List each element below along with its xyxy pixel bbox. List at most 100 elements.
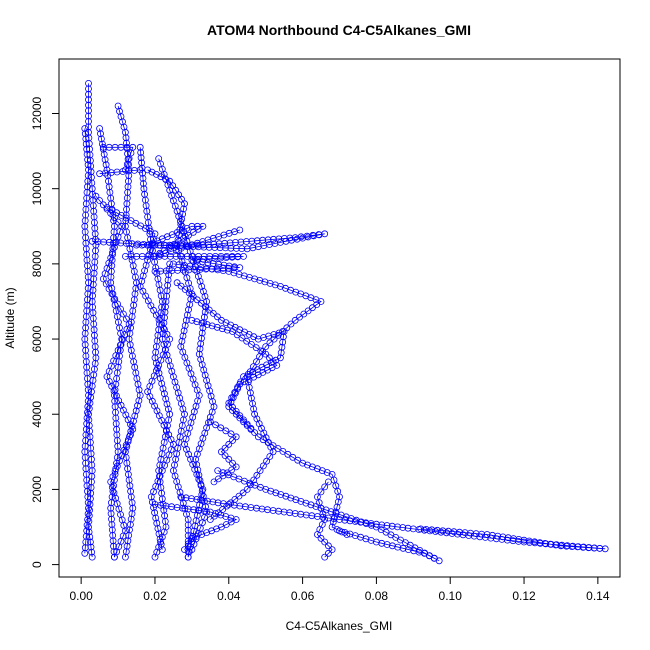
y-tick-label: 0 <box>30 561 44 568</box>
data-point <box>138 277 146 285</box>
data-point <box>208 527 216 535</box>
data-point <box>494 532 502 540</box>
data-point <box>272 489 280 497</box>
data-point <box>205 243 213 251</box>
data-point <box>227 398 235 406</box>
data-point <box>227 430 235 438</box>
data-point <box>148 498 156 506</box>
data-point <box>568 543 576 550</box>
data-point <box>193 222 201 230</box>
data-point <box>198 329 206 337</box>
data-point <box>439 527 447 535</box>
data-point <box>317 504 325 512</box>
data-point <box>275 235 283 243</box>
data-point <box>270 331 278 338</box>
data-point <box>199 492 207 500</box>
data-point <box>383 522 391 529</box>
data-point <box>336 493 343 501</box>
data-point <box>123 542 131 550</box>
series-line <box>95 195 134 558</box>
data-point <box>225 403 233 411</box>
data-point <box>217 448 225 456</box>
data-point <box>198 334 205 342</box>
data-point <box>241 503 249 511</box>
data-point <box>150 504 157 511</box>
data-point <box>81 130 89 138</box>
data-point <box>230 269 238 277</box>
data-point <box>120 310 127 318</box>
data-point <box>323 469 331 476</box>
y-axis-label: Altitude (m) <box>3 287 17 348</box>
data-point <box>302 511 310 519</box>
data-point <box>99 275 107 283</box>
data-point <box>362 519 370 527</box>
data-point <box>155 530 163 538</box>
data-point <box>204 382 212 390</box>
data-point <box>138 159 146 167</box>
data-point <box>235 270 243 278</box>
data-point <box>499 533 507 541</box>
data-point <box>547 540 554 548</box>
data-point <box>173 207 181 215</box>
data-point <box>372 520 380 528</box>
data-point <box>194 243 202 251</box>
data-point <box>250 405 258 413</box>
data-point <box>207 392 215 400</box>
data-point <box>217 511 225 519</box>
data-point <box>313 531 321 538</box>
data-point <box>259 436 267 444</box>
data-point <box>346 530 354 538</box>
data-point <box>201 371 209 379</box>
data-point <box>137 154 145 162</box>
data-point <box>195 507 203 514</box>
data-point <box>252 344 260 352</box>
data-point <box>202 303 210 311</box>
data-point <box>108 526 116 534</box>
data-point <box>284 450 292 458</box>
data-point <box>261 278 269 286</box>
x-tick-label: 0.04 <box>217 589 241 603</box>
series-line <box>176 282 348 535</box>
data-point <box>367 537 375 544</box>
data-point <box>124 537 132 545</box>
data-point <box>193 461 201 469</box>
data-point <box>239 489 247 497</box>
x-tick-label: 0.08 <box>365 589 389 603</box>
data-point <box>280 328 288 335</box>
data-point <box>212 421 219 429</box>
data-point <box>166 260 174 268</box>
data-point <box>164 405 172 413</box>
data-point <box>541 540 549 547</box>
data-point <box>333 503 341 511</box>
data-point <box>102 280 110 288</box>
data-point <box>227 499 235 507</box>
data-point <box>168 503 176 511</box>
data-point <box>217 424 225 432</box>
data-point <box>531 538 538 546</box>
data-point <box>82 135 90 143</box>
data-point <box>107 510 115 517</box>
data-point <box>221 239 229 247</box>
data-point <box>229 437 236 444</box>
data-point <box>99 145 107 153</box>
data-point <box>85 80 92 87</box>
data-point <box>321 553 329 561</box>
x-tick-label: 0.06 <box>291 589 315 603</box>
data-point <box>108 515 115 523</box>
data-point <box>225 440 233 448</box>
data-point <box>279 333 287 341</box>
data-point <box>343 531 351 538</box>
data-point <box>185 242 193 250</box>
data-point <box>200 319 208 326</box>
data-point <box>83 150 91 158</box>
data-point <box>461 529 469 536</box>
data-point <box>139 180 147 187</box>
data-point <box>394 523 401 531</box>
data-point <box>100 150 108 158</box>
data-point <box>189 292 197 300</box>
data-point <box>280 234 288 242</box>
data-point <box>196 476 204 484</box>
data-point <box>85 96 92 104</box>
data-point <box>85 90 92 98</box>
series <box>81 125 92 557</box>
